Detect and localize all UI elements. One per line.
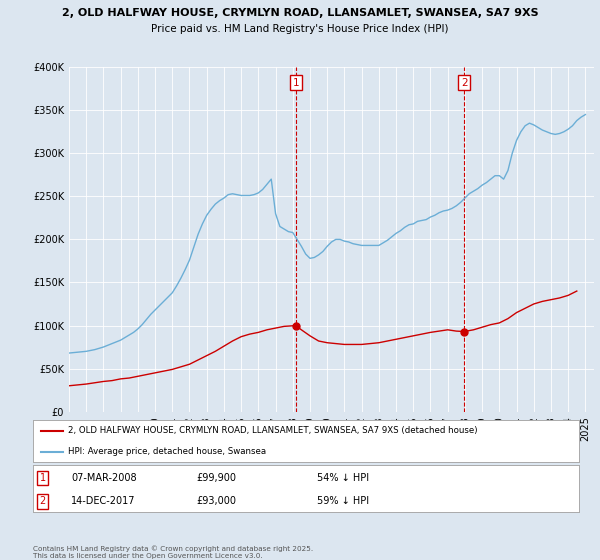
Text: 2, OLD HALFWAY HOUSE, CRYMLYN ROAD, LLANSAMLET, SWANSEA, SA7 9XS: 2, OLD HALFWAY HOUSE, CRYMLYN ROAD, LLAN… bbox=[62, 8, 538, 18]
Text: 2: 2 bbox=[40, 497, 46, 506]
Text: 2: 2 bbox=[461, 78, 467, 88]
Text: 1: 1 bbox=[40, 473, 46, 483]
Text: 2, OLD HALFWAY HOUSE, CRYMLYN ROAD, LLANSAMLET, SWANSEA, SA7 9XS (detached house: 2, OLD HALFWAY HOUSE, CRYMLYN ROAD, LLAN… bbox=[68, 426, 478, 435]
Text: 1: 1 bbox=[292, 78, 299, 88]
Text: HPI: Average price, detached house, Swansea: HPI: Average price, detached house, Swan… bbox=[68, 447, 266, 456]
Text: Contains HM Land Registry data © Crown copyright and database right 2025.
This d: Contains HM Land Registry data © Crown c… bbox=[33, 545, 313, 559]
Text: £99,900: £99,900 bbox=[197, 473, 237, 483]
Text: 07-MAR-2008: 07-MAR-2008 bbox=[71, 473, 137, 483]
Text: Price paid vs. HM Land Registry's House Price Index (HPI): Price paid vs. HM Land Registry's House … bbox=[151, 24, 449, 34]
Text: 59% ↓ HPI: 59% ↓ HPI bbox=[317, 497, 369, 506]
Text: 14-DEC-2017: 14-DEC-2017 bbox=[71, 497, 136, 506]
Text: £93,000: £93,000 bbox=[197, 497, 237, 506]
Text: 54% ↓ HPI: 54% ↓ HPI bbox=[317, 473, 369, 483]
